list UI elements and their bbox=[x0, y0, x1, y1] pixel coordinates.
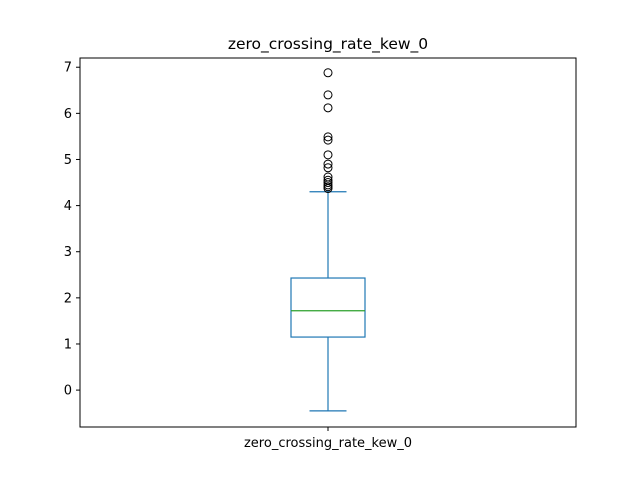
y-tick-label: 5 bbox=[64, 153, 72, 168]
outlier-point bbox=[323, 150, 333, 160]
y-tick-label: 0 bbox=[64, 384, 72, 399]
outlier-point bbox=[323, 68, 333, 78]
x-axis: zero_crossing_rate_kew_0 bbox=[244, 427, 412, 451]
chart-title: zero_crossing_rate_kew_0 bbox=[228, 35, 428, 54]
outlier-point bbox=[323, 135, 333, 145]
plot-area bbox=[290, 68, 366, 412]
outlier-point bbox=[323, 172, 333, 182]
outlier-point bbox=[323, 132, 333, 142]
outlier-point bbox=[323, 159, 333, 169]
y-tick-label: 3 bbox=[64, 245, 72, 260]
y-tick-label: 7 bbox=[64, 61, 72, 76]
iqr-box bbox=[290, 277, 366, 338]
y-tick-label: 4 bbox=[64, 199, 72, 214]
x-tick-label: zero_crossing_rate_kew_0 bbox=[244, 436, 412, 451]
y-tick-label: 6 bbox=[64, 107, 72, 122]
outlier-point bbox=[323, 178, 333, 188]
outlier-point bbox=[323, 90, 333, 100]
outlier-point bbox=[323, 175, 333, 185]
plot-frame bbox=[79, 57, 577, 428]
outlier-point bbox=[323, 103, 333, 113]
outlier-point bbox=[323, 163, 333, 173]
y-tick-label: 1 bbox=[64, 337, 72, 352]
y-tick-label: 2 bbox=[64, 291, 72, 306]
y-axis: 0 1 2 3 4 5 6 7 bbox=[64, 61, 80, 399]
